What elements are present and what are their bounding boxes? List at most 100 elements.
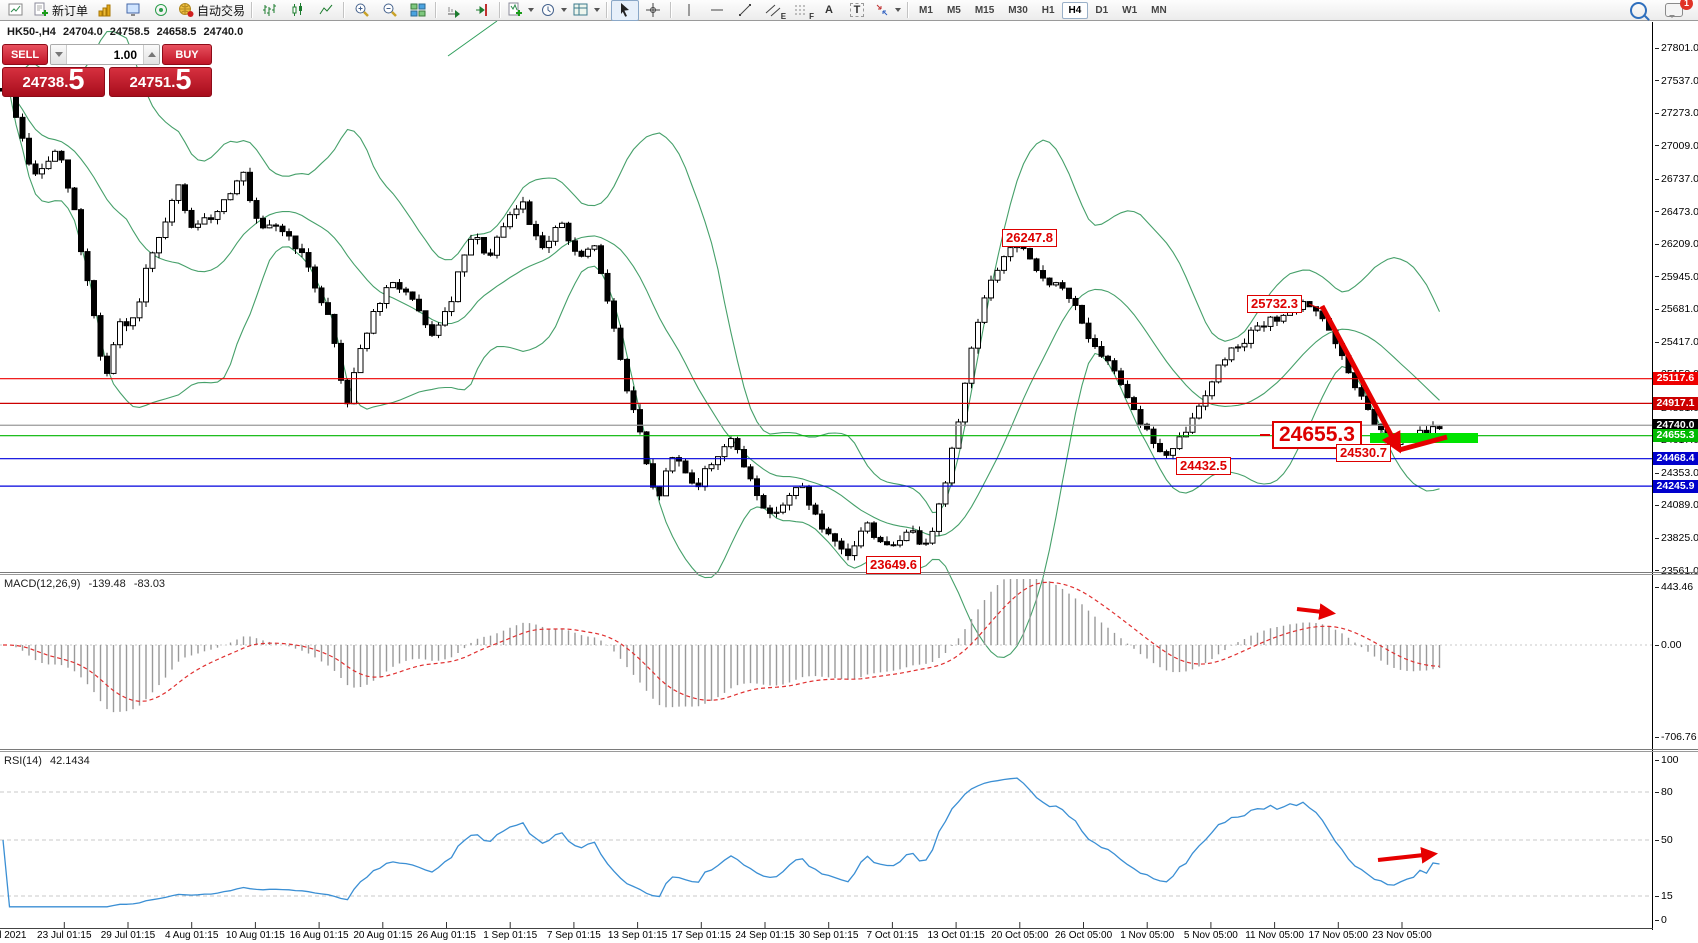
text-tool[interactable]: A <box>815 0 843 21</box>
candle-body <box>1436 426 1443 430</box>
price-callout-25732.3[interactable]: 25732.3 <box>1247 295 1302 313</box>
zoom-out-icon[interactable] <box>376 0 404 21</box>
horizontal-line-tool[interactable] <box>703 0 731 21</box>
trend-arrow-tail[interactable] <box>1398 434 1448 453</box>
volume-value[interactable]: 1.00 <box>113 47 137 62</box>
candle-body <box>1066 287 1072 299</box>
time-label: 19 Jul 2021 <box>0 930 27 941</box>
templates-icon[interactable] <box>570 0 603 21</box>
price-callout-24530.7[interactable]: 24530.7 <box>1336 444 1391 462</box>
vertical-line-tool[interactable] <box>675 0 703 21</box>
timeframe-button-H1[interactable]: H1 <box>1041 4 1055 16</box>
candle-body <box>162 221 169 239</box>
timeframe-button-W1[interactable]: W1 <box>1122 4 1138 16</box>
market-watch-icon[interactable] <box>119 0 147 21</box>
notification-badge: 1 <box>1680 0 1693 10</box>
indicators-dropdown-caret[interactable] <box>528 8 535 12</box>
timeframe-button-D1[interactable]: D1 <box>1095 4 1109 16</box>
toolbar-separator <box>670 2 673 18</box>
timeframe-button-M5[interactable]: M5 <box>946 4 961 16</box>
timeframe-button-M1[interactable]: M1 <box>919 4 933 16</box>
search-icon[interactable] <box>1624 0 1652 21</box>
signal-icon[interactable] <box>147 0 175 21</box>
rsi-pane-divider[interactable] <box>0 749 1698 750</box>
candle-body <box>136 301 143 319</box>
candle-body <box>448 301 455 313</box>
arrows-tool[interactable] <box>871 0 904 21</box>
buy-price[interactable]: 24751. 5 <box>109 66 212 97</box>
timeframe-button-M30[interactable]: M30 <box>1008 4 1028 16</box>
notifications-icon[interactable]: 1 <box>1660 0 1693 21</box>
candle-body <box>1371 408 1378 425</box>
price-callout-24432.5[interactable]: 24432.5 <box>1176 457 1231 475</box>
candle-body <box>890 544 897 547</box>
candle-body <box>1228 347 1235 361</box>
autotrading-label: 自动交易 <box>197 3 246 18</box>
macd-axis-0.00: 0.00 <box>1655 639 1681 651</box>
rsi-axis-50: 50 <box>1655 834 1673 846</box>
price-callout-26247.8[interactable]: 26247.8 <box>1002 229 1057 247</box>
candle-body <box>344 379 351 405</box>
candle-body <box>689 472 695 484</box>
timeframe-button-M15[interactable]: M15 <box>974 4 995 16</box>
price-callout-23649.6[interactable]: 23649.6 <box>866 556 921 574</box>
candle-body <box>123 321 130 327</box>
text-label-tool[interactable]: T <box>843 0 871 21</box>
candle-body <box>403 288 409 293</box>
zoom-in-icon[interactable] <box>348 0 376 21</box>
timeframe-button-H4[interactable]: H4 <box>1061 1 1089 19</box>
volume-field[interactable]: 1.00 <box>50 44 160 65</box>
chart-shift-icon[interactable] <box>468 0 496 21</box>
rsi-pane-divider-2 <box>0 751 1698 752</box>
fibonacci-tool[interactable]: F <box>787 0 815 21</box>
chart-window-icon[interactable] <box>2 0 30 21</box>
stray-trendline[interactable] <box>447 20 498 57</box>
cursor-tool[interactable] <box>611 0 640 21</box>
buy-button[interactable]: BUY <box>162 44 212 65</box>
time-axis[interactable]: 19 Jul 2021 23 Jul 01:15 29 Jul 01:15 4 Aug… <box>0 929 1652 943</box>
volume-decrease-button[interactable] <box>51 45 67 64</box>
new-order-button[interactable]: 新订单 <box>30 0 91 21</box>
macd-red-arrow[interactable] <box>1296 603 1337 620</box>
periods-button[interactable] <box>537 0 570 21</box>
candle-body <box>32 163 39 175</box>
time-label: 13 Oct 01:15 <box>927 930 985 941</box>
candle-body <box>871 522 877 538</box>
candle-body <box>169 199 175 223</box>
candle-body <box>1105 355 1111 362</box>
templates-dropdown-caret[interactable] <box>594 8 601 12</box>
candle-body <box>487 252 494 256</box>
indicators-button[interactable] <box>504 0 537 21</box>
sell-price-main: 24738. <box>22 74 69 91</box>
candle-body <box>1137 409 1144 425</box>
macd-pane-divider[interactable] <box>0 572 1698 573</box>
auto-scroll-icon[interactable] <box>440 0 468 21</box>
charts-gold-icon[interactable] <box>91 0 119 21</box>
sell-button[interactable]: SELL <box>2 44 48 65</box>
candle-body <box>1157 442 1163 453</box>
line-chart-type-icon[interactable] <box>312 0 340 21</box>
tile-windows-icon[interactable] <box>404 0 432 21</box>
price-axis[interactable]: 27801.0 27537.0 27273.0 27009.0 26737.0 26473… <box>1652 22 1698 930</box>
rsi-red-arrow[interactable] <box>1377 846 1439 864</box>
time-label: 7 Oct 01:15 <box>866 930 919 941</box>
candle-body <box>656 486 663 497</box>
timeframe-button-MN[interactable]: MN <box>1151 4 1167 16</box>
crosshair-tool[interactable] <box>639 0 667 21</box>
equidistant-channel-tool[interactable]: E <box>759 0 787 21</box>
support-highlight-bar[interactable] <box>1370 433 1478 443</box>
time-label: 16 Aug 01:15 <box>289 930 349 941</box>
text-label-tool-letter: T <box>849 3 865 17</box>
arrows-dropdown-caret[interactable] <box>895 8 902 12</box>
periods-dropdown-caret[interactable] <box>561 8 568 12</box>
autotrading-button[interactable]: 自动交易 <box>175 0 248 21</box>
macd-pane-divider-2 <box>0 574 1698 575</box>
candle-body <box>897 540 903 546</box>
bar-chart-type-icon[interactable] <box>256 0 284 21</box>
candlestick-type-icon[interactable] <box>284 0 312 21</box>
volume-increase-button[interactable] <box>143 45 159 64</box>
trendline-tool[interactable] <box>731 0 759 21</box>
sell-price[interactable]: 24738. 5 <box>2 66 105 97</box>
candle-body <box>1040 270 1046 279</box>
